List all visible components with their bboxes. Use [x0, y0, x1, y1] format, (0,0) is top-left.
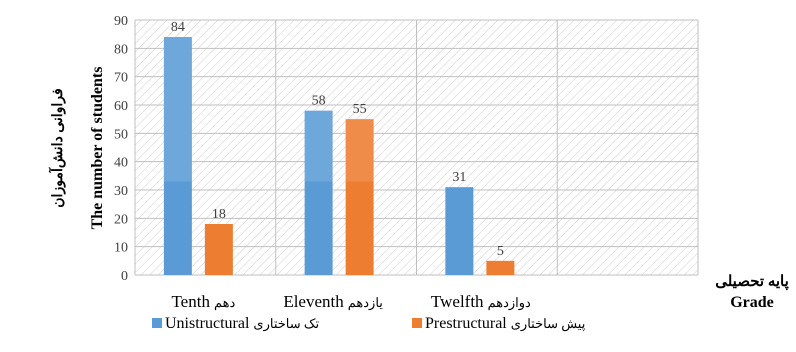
- x-tick-label-fa: دوازدهم: [488, 295, 531, 311]
- legend-label: Prestructural پیش ساختاری: [425, 315, 586, 332]
- legend-label-fa: پیش ساختاری: [511, 316, 586, 332]
- y-tick-label: 40: [114, 156, 128, 171]
- y-tick-label: 80: [114, 42, 128, 57]
- y-tick-label: 50: [114, 127, 128, 142]
- bar-prestructural-eleventh: [345, 119, 374, 276]
- data-label: 84: [171, 20, 185, 35]
- bar-prestructural-tenth: [204, 224, 233, 275]
- y-axis-label-en: The number of students: [89, 67, 106, 230]
- y-axis: 0 10 20 30 40 50 60 70 80 90: [114, 14, 128, 284]
- bar-unistructural-eleventh: [304, 110, 333, 276]
- data-label: 58: [312, 94, 326, 109]
- y-tick-label: 0: [121, 269, 128, 284]
- x-tick-label-en: Tenth: [171, 292, 210, 311]
- x-tick-label: Twelfth دوازدهم: [431, 292, 531, 311]
- y-tick-label: 70: [114, 71, 128, 86]
- x-tick-label-en: Eleventh: [283, 292, 344, 311]
- data-label: 5: [497, 244, 504, 259]
- legend-label-en: Prestructural: [425, 315, 507, 332]
- x-tick-label: Tenth دهم: [171, 292, 235, 311]
- data-label: 31: [452, 170, 466, 185]
- bar-highlight: [304, 110, 333, 182]
- x-tick-label: Eleventh یازدهم: [283, 292, 383, 311]
- bar-prestructural-twelfth: [486, 260, 515, 275]
- x-axis-label-en: Grade: [730, 294, 774, 311]
- y-tick-label: 30: [114, 184, 128, 199]
- legend-swatch: [412, 318, 422, 328]
- legend-label: Unistructural تک ساختاری: [165, 315, 320, 332]
- y-axis-label-fa: فراوانی دانش‌آموزان: [48, 88, 66, 207]
- legend-label-en: Unistructural: [165, 315, 250, 332]
- x-tick-label-fa: دهم: [214, 295, 236, 311]
- y-tick-label: 60: [114, 99, 128, 114]
- legend-swatch: [152, 318, 162, 328]
- data-label: 18: [212, 207, 226, 222]
- data-label: 55: [353, 102, 367, 117]
- bars: [163, 37, 515, 276]
- x-axis-label-fa: پایه تحصیلی: [715, 274, 789, 291]
- bar-highlight: [163, 37, 192, 182]
- gridlines: [134, 19, 699, 276]
- x-tick-label-fa: یازدهم: [348, 295, 384, 311]
- bar-unistructural-twelfth: [445, 187, 474, 275]
- x-axis: Tenth دهم Eleventh یازدهم Twelfth دوازدهم: [171, 292, 531, 311]
- data-labels: 84 18 58 55 31 5: [171, 20, 504, 259]
- x-tick-label-en: Twelfth: [431, 292, 484, 311]
- y-tick-label: 90: [114, 14, 128, 29]
- bar-unistructural-tenth: [163, 37, 192, 275]
- legend-label-fa: تک ساختاری: [253, 316, 319, 332]
- legend: Unistructural تک ساختاری Prestructural پیش …: [152, 315, 586, 332]
- bar-highlight: [345, 119, 374, 182]
- y-tick-label: 10: [114, 241, 128, 256]
- y-tick-label: 20: [114, 212, 128, 227]
